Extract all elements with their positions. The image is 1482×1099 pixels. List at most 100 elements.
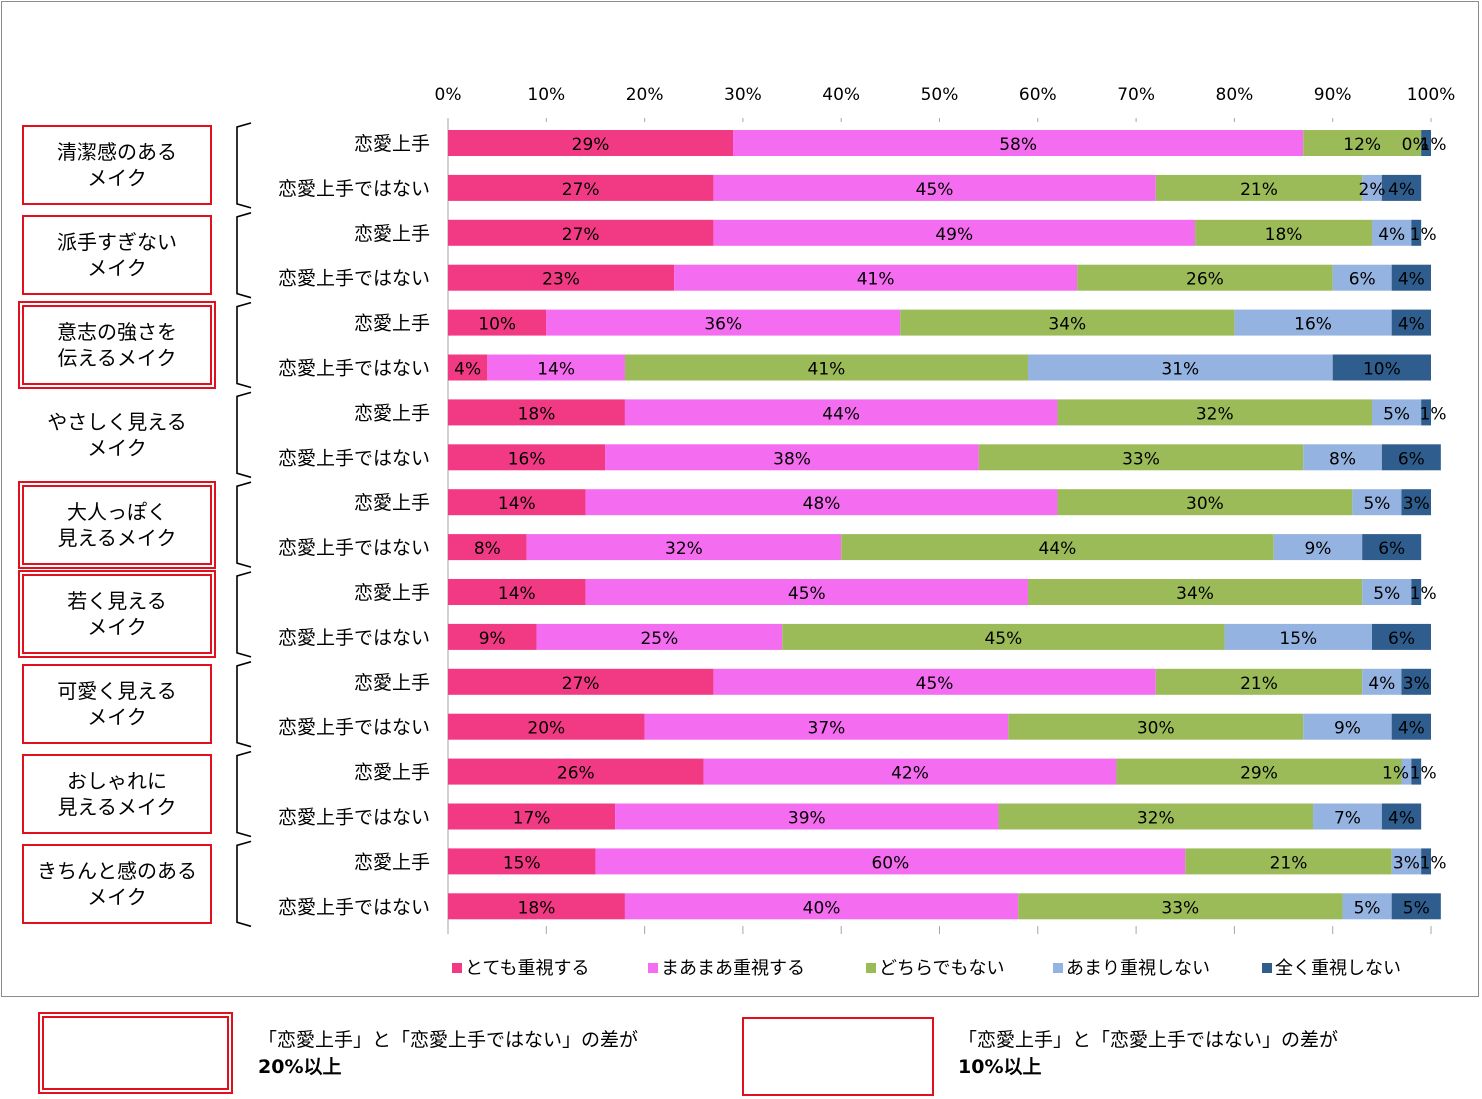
- legend-label: とても重視する: [465, 958, 590, 979]
- category-label-text: 若く見える メイク: [67, 589, 167, 640]
- row-label: 恋愛上手: [354, 492, 430, 514]
- bar-segment: [1401, 758, 1412, 785]
- category-label-text: 可愛く見える メイク: [57, 679, 177, 730]
- data-label: 40%: [803, 898, 841, 918]
- data-label: 44%: [1039, 539, 1077, 559]
- bar-segment: [1332, 354, 1431, 381]
- row-label: 恋愛上手ではない: [278, 537, 430, 559]
- data-label: 32%: [665, 539, 703, 559]
- bar-segment: [448, 623, 537, 650]
- key-10pct-line1: 「恋愛上手」と「恋愛上手ではない」の差が: [958, 1029, 1339, 1051]
- bar-segment: [448, 264, 675, 291]
- data-label: 4%: [1388, 180, 1415, 200]
- data-label: 4%: [1388, 809, 1415, 829]
- category-label: きちんと感のある メイク: [22, 843, 212, 924]
- data-label: 18%: [1265, 225, 1303, 245]
- bar-segment: [1273, 534, 1363, 561]
- group-bracket: [236, 391, 252, 479]
- bar-segment: [1362, 174, 1382, 201]
- bar-segment: [624, 399, 1058, 426]
- bar-segment: [1027, 579, 1363, 605]
- bar-segment: [1372, 399, 1422, 426]
- data-label: 30%: [1186, 494, 1224, 514]
- group-bracket: [236, 571, 252, 658]
- data-label: 42%: [891, 764, 929, 784]
- data-label: 6%: [1388, 629, 1415, 649]
- legend-label: まあまあ重視する: [661, 958, 805, 979]
- data-label: 45%: [788, 584, 826, 604]
- key-20pct-line2: 20%以上: [258, 1056, 342, 1078]
- group-bracket: [236, 661, 252, 748]
- data-label: 14%: [498, 584, 536, 604]
- bar-segment: [448, 354, 488, 381]
- data-label: 1%: [1382, 764, 1409, 784]
- bar-segment: [674, 264, 1078, 291]
- data-label: 36%: [704, 315, 742, 335]
- bar-segment: [1401, 668, 1431, 695]
- bar-segment: [1391, 893, 1441, 920]
- data-label: 4%: [1368, 674, 1395, 694]
- data-label: 1%: [1420, 404, 1447, 424]
- bar-segment: [1077, 264, 1333, 291]
- row-label: 恋愛上手ではない: [278, 358, 430, 380]
- key-box-20pct: [38, 1012, 233, 1094]
- bar-segment: [1411, 758, 1422, 785]
- legend-swatch: [866, 963, 876, 973]
- bar-segment: [644, 713, 1009, 740]
- data-label: 58%: [999, 135, 1037, 155]
- bar-segment: [1313, 803, 1382, 830]
- data-label: 18%: [518, 404, 556, 424]
- data-label: 21%: [1240, 674, 1278, 694]
- bar-segment: [1391, 713, 1431, 740]
- bar-segment: [448, 534, 527, 561]
- bar-segment: [448, 893, 625, 920]
- bar-segment: [1155, 668, 1363, 695]
- data-label: 6%: [1349, 270, 1376, 290]
- bar-segment: [1372, 623, 1431, 650]
- bar-segment: [1027, 354, 1333, 381]
- bar-segment: [605, 444, 979, 471]
- bar-segment: [448, 174, 714, 201]
- bar-segment: [1303, 130, 1422, 156]
- bar-segment: [713, 668, 1156, 695]
- bar-segment: [782, 623, 1225, 650]
- bar-segment: [1303, 713, 1392, 740]
- legend-swatch: [1262, 963, 1272, 973]
- bar-segment: [448, 758, 704, 785]
- data-label: 30%: [1137, 719, 1175, 739]
- data-label: 27%: [562, 180, 600, 200]
- data-label: 21%: [1240, 180, 1278, 200]
- data-label: 1%: [1420, 135, 1447, 155]
- row-label: 恋愛上手ではない: [278, 447, 430, 469]
- bar-segment: [1303, 444, 1382, 471]
- data-label: 33%: [1122, 449, 1160, 469]
- category-label: 可愛く見える メイク: [22, 664, 212, 745]
- category-label-text: 意志の強さを 伝えるメイク: [57, 320, 177, 371]
- data-label: 10%: [1363, 360, 1401, 380]
- group-bracket: [236, 122, 252, 209]
- data-label: 38%: [773, 449, 811, 469]
- bar-segment: [733, 130, 1304, 156]
- data-label: 32%: [1137, 809, 1175, 829]
- data-label: 44%: [822, 404, 860, 424]
- data-label: 15%: [1279, 629, 1317, 649]
- data-label: 29%: [572, 135, 610, 155]
- data-label: 4%: [1378, 225, 1405, 245]
- data-label: 5%: [1373, 584, 1400, 604]
- group-bracket: [236, 481, 252, 568]
- bar-segment: [1185, 848, 1392, 875]
- bar-segment: [978, 444, 1304, 471]
- category-label-text: 清潔感のある メイク: [57, 140, 177, 191]
- data-label: 33%: [1161, 898, 1199, 918]
- category-label-text: 派手すぎない メイク: [57, 230, 177, 281]
- data-label: 9%: [1334, 719, 1361, 739]
- bar-segment: [448, 713, 645, 740]
- x-tick-label: 30%: [724, 85, 762, 105]
- bar-segment: [841, 534, 1274, 561]
- bar-segment: [1391, 264, 1431, 291]
- row-label: 恋愛上手ではない: [278, 268, 430, 290]
- data-label: 4%: [1398, 719, 1425, 739]
- bar-segment: [448, 130, 734, 156]
- data-label: 16%: [508, 449, 546, 469]
- row-label: 恋愛上手ではない: [278, 896, 430, 918]
